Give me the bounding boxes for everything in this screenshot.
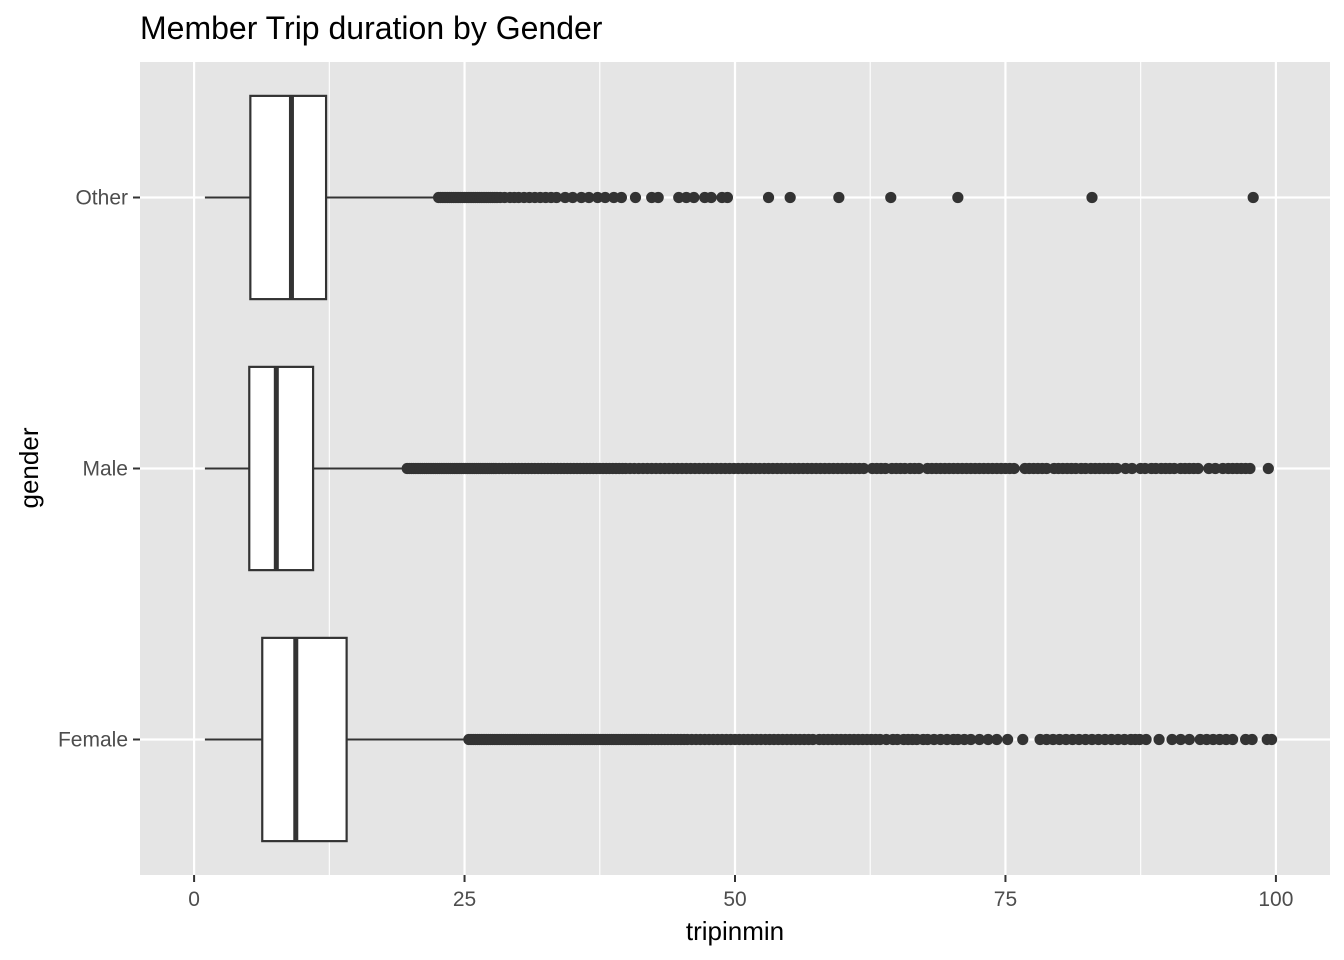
outlier-point	[629, 191, 642, 204]
x-axis-title: tripinmin	[686, 916, 784, 946]
outlier-point	[1166, 733, 1178, 746]
box-plots	[204, 94, 1278, 843]
outlier-point	[913, 462, 925, 475]
outlier-point	[1247, 191, 1259, 204]
outlier-point	[652, 191, 664, 204]
outlier-point	[1002, 733, 1014, 746]
y-tick-label: Other	[75, 187, 128, 210]
x-tick-label: 50	[723, 888, 746, 911]
outlier-point	[583, 191, 595, 204]
outlier-point	[1265, 733, 1278, 746]
outlier-point	[952, 191, 964, 204]
box-other	[204, 94, 1259, 301]
y-axis-title: gender	[14, 427, 44, 508]
outlier-point	[1246, 733, 1258, 746]
outlier-point	[982, 733, 994, 746]
outlier-point	[858, 462, 870, 475]
outlier-point	[1262, 462, 1274, 475]
outlier-point	[1140, 733, 1152, 746]
outlier-point	[1153, 733, 1165, 746]
box-iqr	[248, 365, 315, 572]
outlier-point	[762, 191, 775, 204]
outlier-point	[1111, 462, 1123, 475]
outlier-point	[1175, 733, 1187, 746]
x-axis: 0 25 50 75 100	[188, 875, 1293, 911]
outlier-point	[1244, 462, 1256, 475]
box-female	[204, 636, 1278, 843]
y-tick-label: Female	[58, 729, 128, 752]
x-tick-label: 75	[994, 888, 1017, 911]
x-tick-label: 25	[453, 888, 476, 911]
outlier-point	[567, 191, 579, 204]
outlier-point	[1192, 462, 1204, 475]
y-tick-label: Male	[82, 458, 128, 481]
box-male	[204, 365, 1274, 572]
outlier-point	[550, 191, 563, 204]
outlier-point	[991, 733, 1003, 746]
outlier-point	[784, 191, 796, 204]
outlier-point	[721, 191, 734, 204]
box-iqr	[261, 636, 348, 843]
outlier-point	[1126, 462, 1138, 475]
outlier-point	[965, 733, 977, 746]
chart-title: Member Trip duration by Gender	[140, 10, 603, 46]
outlier-point	[1086, 191, 1098, 204]
y-axis: Other Male Female	[58, 187, 140, 752]
outlier-point	[833, 191, 845, 204]
outlier-point	[599, 191, 611, 204]
box-iqr	[249, 94, 328, 301]
outlier-point	[885, 191, 897, 204]
outlier-point	[1227, 733, 1239, 746]
outlier-point	[688, 191, 700, 204]
outlier-point	[615, 191, 628, 204]
x-tick-label: 100	[1258, 888, 1293, 911]
outlier-point	[973, 733, 986, 746]
outlier-point	[1008, 462, 1020, 475]
outlier-point	[1183, 733, 1195, 746]
x-tick-label: 0	[188, 888, 200, 911]
outlier-point	[705, 191, 717, 204]
outlier-point	[1017, 733, 1029, 746]
